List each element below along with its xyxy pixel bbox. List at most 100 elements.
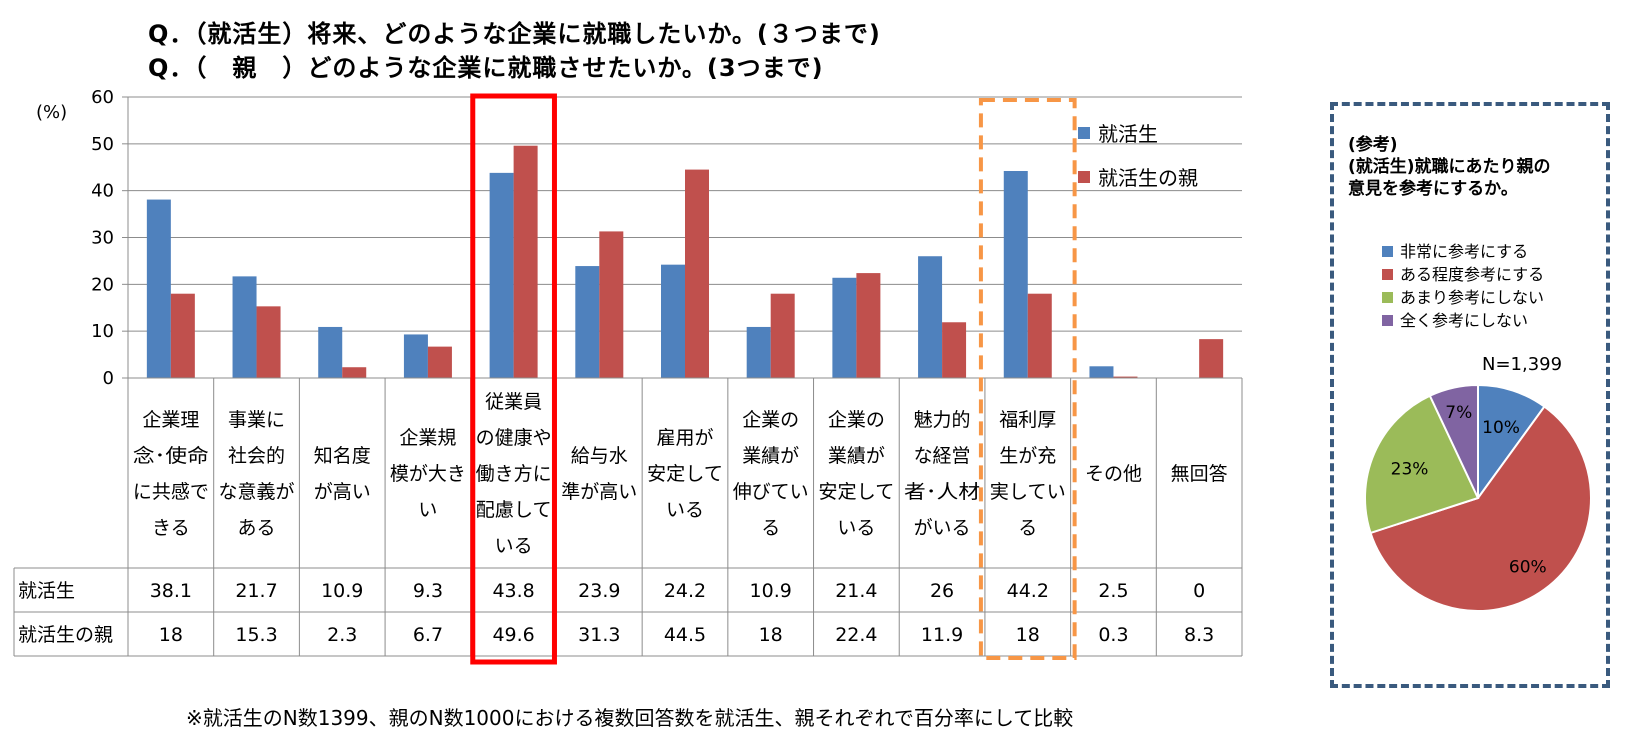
table-value: 21.7 [235,580,277,602]
table-series-label: 就活生の親 [18,624,113,646]
bar-parents [1199,339,1224,378]
pie-slice-label: 10% [1482,418,1520,438]
bar-students [318,326,343,378]
category-label: る [1018,517,1037,539]
highlight-box-dashed [978,98,1077,660]
category-label: いる [837,517,875,539]
category-label: 無回答 [1171,463,1228,485]
legend-label: 就活生 [1098,122,1158,146]
bar-parents [856,273,881,378]
category-label: 念･使命 [133,444,209,467]
bar-parents [427,346,452,378]
category-label: 生が充 [999,445,1056,467]
category-label: 安定して [647,463,723,485]
category-label: 模が大き [390,463,466,485]
bar-students [489,172,514,378]
pie-legend-item: 非常に参考にする [1382,240,1544,263]
table-value: 22.4 [835,624,877,646]
bar-parents [1113,376,1138,378]
bar-parents [513,145,538,378]
bar-students [403,334,428,378]
category-label: その他 [1085,463,1142,485]
bar-parents [599,231,624,378]
bar-parents [342,367,367,378]
category-label: 企業の [828,409,885,431]
y-axis-unit-label: (%) [36,102,67,123]
legend-swatch [1382,269,1393,280]
question-title-parents: Q．（ 親 ）どのような企業に就職させたいか。(3つまで) [148,54,824,82]
category-label: がいる [914,517,971,539]
pie-slice [1477,383,1546,502]
table-value: 18 [759,624,783,646]
table-value: 15.3 [235,624,277,646]
table-value: 11.9 [921,624,963,646]
footnote: ※就活生のN数1399、親のN数1000における複数回答数を就活生、親それぞれで… [186,706,1074,730]
category-label: 魅力的 [914,409,971,431]
bar-students [918,256,943,378]
pie-slice [1364,394,1480,535]
pie-title-line: (就活生)就職にあたり親の [1348,157,1551,177]
bar-students [232,276,257,378]
legend-swatch [1382,292,1393,303]
table-value: 18 [159,624,183,646]
legend-label: 全く参考にしない [1400,311,1529,330]
category-label: 知名度 [314,445,371,467]
category-label: 配慮して [476,499,552,521]
table-value: 43.8 [492,580,534,602]
bar-parents [1027,293,1052,378]
table-value: 6.7 [413,624,443,646]
legend-swatch [1382,315,1393,326]
table-value: 2.5 [1098,580,1128,602]
category-label: 準が高い [561,481,637,503]
category-label: ある [238,517,276,539]
bar-students [1089,366,1114,378]
category-label: 業績が [828,445,885,467]
reference-pie-panel: (参考) (就活生)就職にあたり親の 意見を参考にするか。 非常に参考にする あ… [1330,102,1610,688]
pie-slice [1428,383,1479,499]
y-tick-label: 10 [91,321,114,342]
pie-title-line: (参考) [1348,135,1398,155]
category-label: な意義が [219,481,295,503]
bar-parents [685,169,709,378]
category-label: な経営 [914,445,971,467]
pie-title: (参考) (就活生)就職にあたり親の 意見を参考にするか。 [1348,134,1551,200]
table-value: 10.9 [321,580,363,602]
category-label: に共感で [133,481,209,503]
pie-legend: 非常に参考にする ある程度参考にする あまり参考にしない 全く参考にしない [1382,240,1544,332]
category-label: 給与水 [571,445,628,467]
category-label: 業績が [742,445,799,467]
legend-label: 非常に参考にする [1400,242,1529,261]
pie-slice-label: 60% [1509,558,1547,578]
legend-label: 就活生の親 [1098,166,1198,190]
table-series-label: 就活生 [18,580,75,602]
category-label: 企業の [742,409,799,431]
question-title-students: Q．（就活生）将来、どのような企業に就職したいか。(３つまで) [148,20,881,48]
pie-legend-item: あまり参考にしない [1382,286,1544,309]
y-tick-label: 60 [91,87,114,108]
pie-slice [1369,405,1592,612]
pie-chart: 10% 60% 23% 7% [1364,383,1592,612]
category-label: る [761,517,780,539]
table-value: 8.3 [1184,624,1214,646]
category-label: 企業理 [142,409,199,431]
legend-swatch [1078,127,1090,139]
y-tick-label: 40 [91,181,114,202]
pie-sample-size: N=1,399 [1482,354,1563,375]
highlight-box-solid [470,93,557,665]
legend-label: あまり参考にしない [1400,288,1545,307]
bar-parents [256,306,281,378]
y-tick-label: 30 [91,228,114,249]
table-value: 44.2 [1007,580,1049,602]
bar-students [746,326,771,378]
category-label: が高い [314,481,371,503]
table-value: 49.6 [492,624,534,646]
pie-legend-item: 全く参考にしない [1382,309,1544,332]
category-label: い [418,499,437,521]
category-label: 福利厚 [999,409,1056,431]
bar-parents [942,322,967,378]
bar-students [661,264,685,378]
table-value: 0.3 [1098,624,1128,646]
category-label: 安定して [818,481,894,503]
pie-slice-label: 23% [1391,459,1429,479]
